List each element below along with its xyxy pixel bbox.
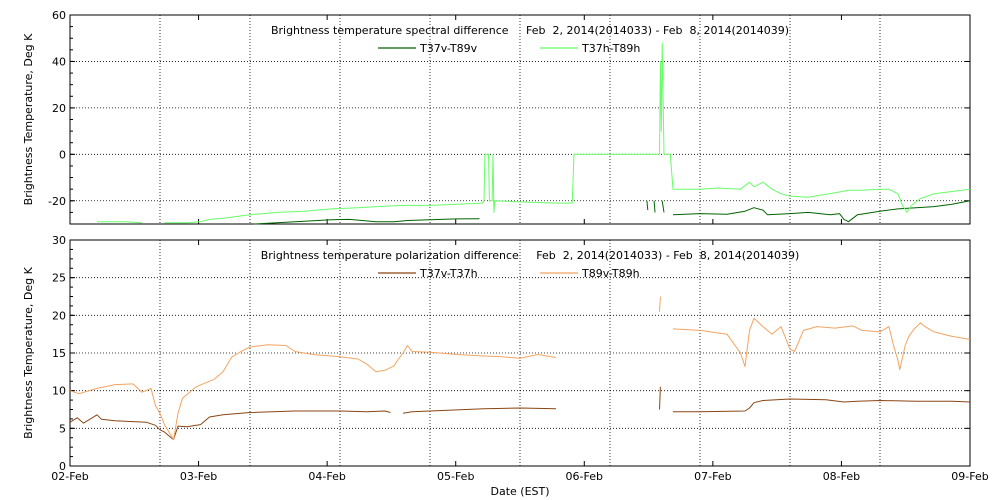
x-tick-label: 03-Feb	[180, 470, 217, 483]
y-tick-label: 20	[52, 102, 66, 115]
series-line-t89v-t89h	[69, 296, 971, 441]
y-tick-label: -20	[48, 195, 66, 208]
series-line-t37h-t89h	[97, 42, 971, 224]
y-tick-label: 60	[52, 9, 66, 22]
legend-label: T89v-T89h	[581, 267, 640, 280]
y-tick-label: 10	[52, 385, 66, 398]
legend-label: T37v-T37h	[419, 267, 478, 280]
polarization-difference-panel: 0 5 10 15 20 25 30 02-Feb 03-Feb 04-Feb 05-Feb 06-F…	[22, 234, 989, 498]
y-axis-label: Brightness Temperature, Deg K	[22, 33, 35, 205]
x-tick-label: 06-Feb	[566, 470, 603, 483]
y-tick-label: 30	[52, 234, 66, 247]
legend-label: T37v-T89v	[419, 42, 478, 55]
y-tick-label: 25	[52, 272, 66, 285]
x-tick-label: 02-Feb	[51, 470, 88, 483]
chart-title: Brightness temperature spectral differen…	[271, 24, 789, 37]
y-tick-label: 15	[52, 347, 66, 360]
y-tick-label: 0	[59, 148, 66, 161]
y-tick-label: 20	[52, 309, 66, 322]
series-line-t37v-t37h	[69, 386, 971, 441]
y-tick-label: 0	[59, 460, 66, 473]
x-axis-label: Date (EST)	[490, 485, 549, 498]
series-line-t37v-t89v	[254, 200, 971, 225]
x-tick-label: 05-Feb	[437, 470, 474, 483]
y-axis-label: Brightness Temperature, Deg K	[22, 266, 35, 438]
x-tick-label: 07-Feb	[694, 470, 731, 483]
y-tick-label: 5	[59, 422, 66, 435]
y-tick-label: 40	[52, 55, 66, 68]
x-tick-label: 04-Feb	[308, 470, 345, 483]
x-tick-label: 09-Feb	[951, 470, 988, 483]
legend-label: T37h-T89h	[581, 42, 640, 55]
x-tick-label: 08-Feb	[823, 470, 860, 483]
spectral-difference-panel: -20 0 20 40 60 Brightness Temperature, Deg K B…	[22, 9, 971, 225]
chart-title: Brightness temperature polarization diff…	[261, 249, 800, 262]
